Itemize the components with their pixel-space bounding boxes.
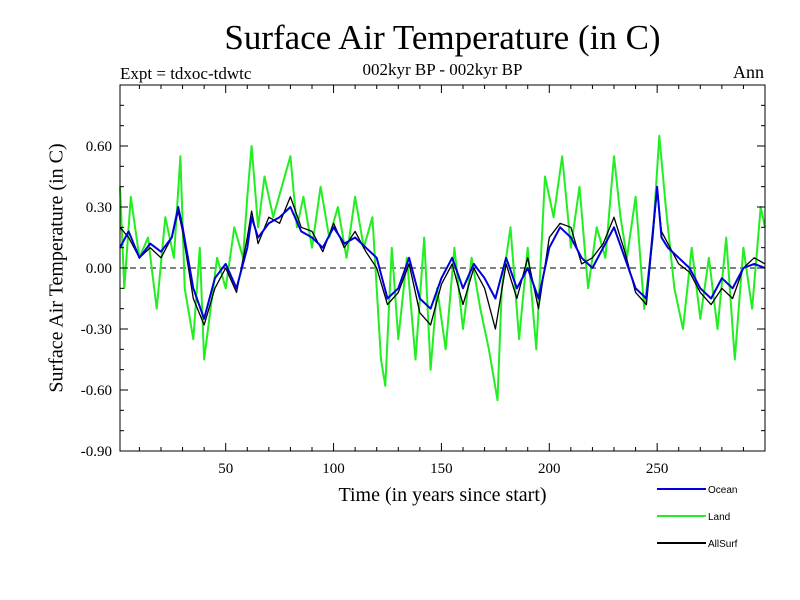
- y-tick-label: -0.60: [81, 383, 112, 399]
- y-tick-label: -0.90: [81, 444, 112, 460]
- x-tick-label: 50: [218, 461, 233, 477]
- series-layer: [119, 134, 766, 402]
- chart-subtitle: 002kyr BP - 002kyr BP: [362, 60, 523, 79]
- x-tick-label: 150: [430, 461, 453, 477]
- y-tick-label: 0.30: [86, 200, 112, 216]
- legend-layer: Ocean Land AllSurf: [657, 485, 738, 550]
- x-tick-label: 100: [322, 461, 345, 477]
- x-axis-label: Time (in years since start): [338, 484, 547, 506]
- legend-label-ocean: Ocean: [708, 485, 737, 496]
- chart-title: Surface Air Temperature (in C): [224, 18, 661, 57]
- x-tick-label: 250: [646, 461, 669, 477]
- y-tick-label: 0.60: [86, 139, 112, 155]
- axis-layer: 50 100 150 200 250 -0.90 -0.60 -0.30 0.00 0.30 0.6…: [81, 84, 766, 477]
- y-tick-label: 0.00: [86, 261, 112, 277]
- series-line-ocean: [119, 185, 766, 320]
- legend-label-allsurf: AllSurf: [708, 539, 738, 550]
- y-tick-label: -0.30: [81, 322, 112, 338]
- legend-label-land: Land: [708, 512, 730, 523]
- experiment-label: Expt = tdxoc-tdwtc: [120, 64, 252, 83]
- period-label: Ann: [733, 62, 764, 82]
- x-tick-label: 200: [538, 461, 561, 477]
